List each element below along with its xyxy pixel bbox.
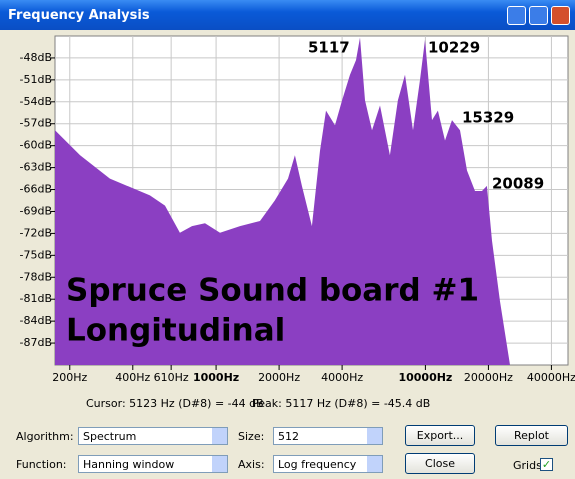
algorithm-select[interactable]: Spectrum: [78, 427, 228, 445]
size-select[interactable]: 512: [273, 427, 383, 445]
x-tick-label: 610Hz: [154, 371, 189, 384]
peak-readout: Peak: 5117 Hz (D#8) = -45.4 dB: [252, 397, 431, 410]
y-tick-label: -84dB: [20, 314, 53, 327]
x-tick-label: 400Hz: [115, 371, 150, 384]
x-tick-label: 10000Hz: [398, 371, 452, 384]
label: Algorithm:: [16, 430, 74, 443]
minimize[interactable]: [507, 6, 526, 25]
window-title: Frequency Analysis: [8, 8, 150, 23]
y-tick-label: -57dB: [20, 117, 53, 130]
y-tick-label: -48dB: [20, 51, 53, 64]
close-button[interactable]: Close: [405, 453, 475, 474]
x-tick-label: 4000Hz: [321, 371, 363, 384]
caption: Spruce Sound board #1: [66, 273, 479, 309]
axis-select[interactable]: Log frequency: [273, 455, 383, 473]
x-tick-label: 2000Hz: [258, 371, 300, 384]
x-tick-label: 200Hz: [52, 371, 87, 384]
x-tick-label: 20000Hz: [464, 371, 513, 384]
y-tick-label: -60dB: [20, 139, 53, 152]
grids-checkbox[interactable]: ✓: [540, 458, 553, 471]
maximize[interactable]: [529, 6, 548, 25]
title-bar: Frequency Analysis: [0, 0, 575, 30]
peak-annotation: 15329: [462, 109, 514, 127]
y-tick-label: -75dB: [20, 248, 53, 261]
y-tick-label: -51dB: [20, 73, 53, 86]
y-tick-label: -87dB: [20, 336, 53, 349]
peak-annotation: 20089: [492, 175, 544, 193]
y-tick-label: -81dB: [20, 292, 53, 305]
export-button[interactable]: Export...: [405, 425, 475, 446]
label: Grids: [513, 459, 542, 472]
y-tick-label: -69dB: [20, 204, 53, 217]
peak-annotation: 5117: [308, 39, 350, 57]
y-tick-label: -72dB: [20, 226, 53, 239]
spectrum-area: [55, 37, 510, 365]
label: Size:: [238, 430, 265, 443]
label: Function:: [16, 458, 67, 471]
cursor-readout: Cursor: 5123 Hz (D#8) = -44 dB: [86, 397, 264, 410]
function-select[interactable]: Hanning window: [78, 455, 228, 473]
caption: Longitudinal: [66, 313, 285, 349]
close-window[interactable]: [551, 6, 570, 25]
y-tick-label: -54dB: [20, 95, 53, 108]
chart: -48dB -51dB -54dB -57dB -60dB -63dB -66dB -69dB…: [20, 35, 575, 384]
label: Axis:: [238, 458, 265, 471]
peak-annotation: 10229: [428, 39, 480, 57]
y-tick-label: -63dB: [20, 161, 53, 174]
x-tick-label: 1000Hz: [193, 371, 239, 384]
y-tick-label: -66dB: [20, 183, 53, 196]
y-tick-label: -78dB: [20, 270, 53, 283]
replot-button[interactable]: Replot: [495, 425, 568, 446]
x-tick-label: 40000Hz: [527, 371, 575, 384]
